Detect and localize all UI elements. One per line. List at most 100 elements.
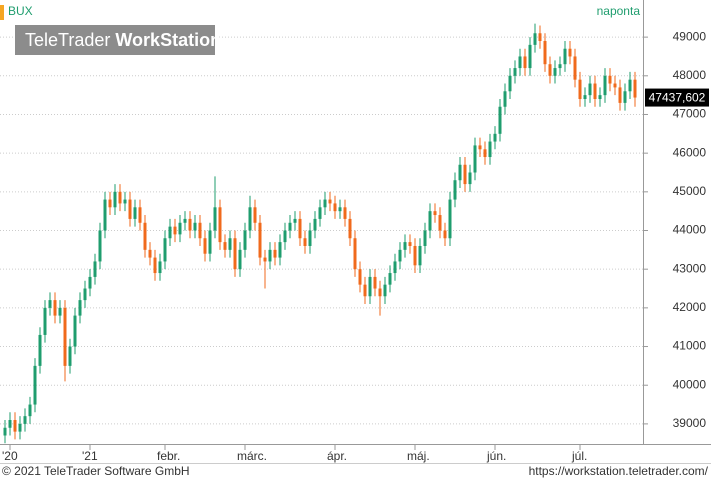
candle-body bbox=[103, 199, 107, 231]
x-tick-label: júl. bbox=[571, 449, 587, 463]
candle-body bbox=[473, 145, 477, 173]
candle-body bbox=[23, 416, 27, 424]
candle-body bbox=[83, 288, 87, 301]
watermark-brand: TeleTrader bbox=[25, 30, 110, 50]
x-tick-label: jún. bbox=[486, 449, 506, 463]
candle-body bbox=[338, 207, 342, 212]
candle-body bbox=[138, 207, 142, 223]
candle-body bbox=[213, 207, 217, 231]
candle-body bbox=[188, 218, 192, 231]
candle-body bbox=[268, 249, 272, 262]
candle-body bbox=[508, 75, 512, 92]
candle-body bbox=[333, 203, 337, 212]
candle-body bbox=[123, 199, 127, 204]
candle-body bbox=[483, 149, 487, 158]
y-tick-label: 40000 bbox=[673, 377, 707, 391]
candle-body bbox=[588, 83, 592, 96]
candle-body bbox=[318, 207, 322, 219]
candle-body bbox=[143, 222, 147, 250]
candle-body bbox=[543, 40, 547, 65]
candle-body bbox=[3, 427, 7, 436]
candle-body bbox=[163, 238, 167, 262]
candle-body bbox=[33, 365, 37, 405]
candle-body bbox=[458, 164, 462, 181]
copyright: © 2021 TeleTrader Software GmbH bbox=[2, 464, 190, 478]
candle-body bbox=[153, 257, 157, 274]
candle-body bbox=[348, 218, 352, 239]
candle-body bbox=[553, 68, 557, 76]
candle-body bbox=[403, 242, 407, 250]
candle-body bbox=[548, 64, 552, 76]
watermark-product: WorkStation bbox=[115, 30, 221, 50]
candle-body bbox=[148, 249, 152, 258]
candle-body bbox=[628, 79, 632, 92]
candle-body bbox=[533, 33, 537, 45]
candle-body bbox=[258, 222, 262, 258]
candle-body bbox=[208, 230, 212, 254]
candle-body bbox=[493, 133, 497, 142]
candle-body bbox=[368, 276, 372, 297]
candle-body bbox=[18, 423, 22, 432]
x-tick-label: febr. bbox=[157, 449, 180, 463]
candle-body bbox=[503, 91, 507, 107]
candle-body bbox=[98, 230, 102, 262]
candle-body bbox=[303, 238, 307, 246]
candle-body bbox=[113, 191, 117, 208]
candle-body bbox=[523, 56, 527, 69]
candle-body bbox=[453, 180, 457, 200]
candle-body bbox=[388, 273, 392, 285]
watermark: TeleTrader WorkStation bbox=[25, 30, 221, 50]
candle-body bbox=[243, 230, 247, 250]
candle-body bbox=[328, 199, 332, 204]
candle-body bbox=[538, 33, 542, 41]
candle-body bbox=[203, 238, 207, 254]
x-tick-label: '20 bbox=[2, 449, 18, 463]
candle-body bbox=[88, 276, 92, 289]
candle-body bbox=[568, 48, 572, 57]
x-tick-label: '21 bbox=[82, 449, 98, 463]
watermark-box bbox=[15, 25, 215, 55]
y-tick-label: 39000 bbox=[673, 416, 707, 430]
candle-body bbox=[323, 199, 327, 208]
x-tick-label: máj. bbox=[407, 449, 430, 463]
y-tick-label: 43000 bbox=[673, 261, 707, 275]
candle-body bbox=[438, 215, 442, 231]
candle-body bbox=[68, 346, 72, 366]
candle-body bbox=[428, 211, 432, 231]
candle-body bbox=[353, 238, 357, 270]
candle-body bbox=[118, 191, 122, 204]
candle-body bbox=[393, 261, 397, 274]
candle-body bbox=[228, 238, 232, 250]
candle-body bbox=[618, 87, 622, 103]
candle-body bbox=[448, 199, 452, 239]
candle-body bbox=[38, 334, 42, 366]
candle-body bbox=[133, 207, 137, 219]
candle-body bbox=[253, 207, 257, 223]
candle-body bbox=[383, 284, 387, 297]
candle-body bbox=[13, 420, 17, 432]
y-tick-label: 48000 bbox=[673, 68, 707, 82]
candle-body bbox=[313, 218, 317, 231]
candle-body bbox=[418, 245, 422, 266]
candle-body bbox=[93, 261, 97, 277]
candle-body bbox=[583, 95, 587, 100]
candle-body bbox=[198, 222, 202, 239]
candle-body bbox=[73, 315, 77, 347]
y-tick-label: 44000 bbox=[673, 223, 707, 237]
symbol-marker bbox=[0, 5, 4, 20]
x-tick-label: ápr. bbox=[327, 449, 347, 463]
candle-body bbox=[218, 207, 222, 243]
candle-body bbox=[53, 300, 57, 316]
candle-body bbox=[608, 75, 612, 84]
candle-body bbox=[273, 249, 277, 258]
candle-body bbox=[28, 404, 32, 417]
candle-body bbox=[443, 230, 447, 239]
y-tick-label: 45000 bbox=[673, 184, 707, 198]
candle-body bbox=[408, 242, 412, 246]
candle-body bbox=[128, 199, 132, 219]
candle-body bbox=[223, 242, 227, 250]
candle-body bbox=[613, 83, 617, 88]
candle-body bbox=[518, 56, 522, 69]
url: https://workstation.teletrader.com/ bbox=[529, 464, 709, 478]
candle-body bbox=[603, 75, 607, 96]
